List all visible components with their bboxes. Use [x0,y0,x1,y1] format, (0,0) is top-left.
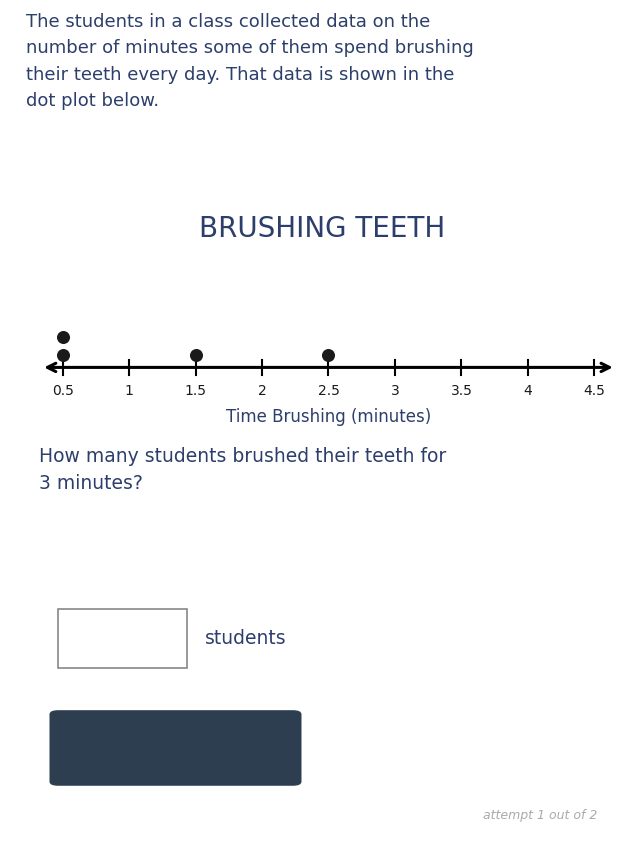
Text: BRUSHING TEETH: BRUSHING TEETH [199,216,445,243]
FancyBboxPatch shape [50,710,301,786]
FancyBboxPatch shape [59,609,187,668]
Text: 2: 2 [258,384,267,397]
Text: 4: 4 [524,384,532,397]
Point [323,349,334,363]
Text: 3.5: 3.5 [450,384,472,397]
Text: 1: 1 [124,384,133,397]
Point [191,349,201,363]
Text: 3: 3 [390,384,399,397]
Text: 0.5: 0.5 [52,384,73,397]
Point [57,330,68,344]
Text: Time Brushing (minutes): Time Brushing (minutes) [226,408,431,426]
Point [57,349,68,363]
Text: 1.5: 1.5 [184,384,207,397]
Text: students: students [205,629,287,648]
Text: The students in a class collected data on the
number of minutes some of them spe: The students in a class collected data o… [26,13,473,110]
Text: attempt 1 out of 2: attempt 1 out of 2 [483,809,598,822]
Text: Submit Answer: Submit Answer [99,739,252,757]
Text: How many students brushed their teeth for
3 minutes?: How many students brushed their teeth fo… [39,447,446,493]
Text: 2.5: 2.5 [317,384,339,397]
Text: 4.5: 4.5 [583,384,605,397]
